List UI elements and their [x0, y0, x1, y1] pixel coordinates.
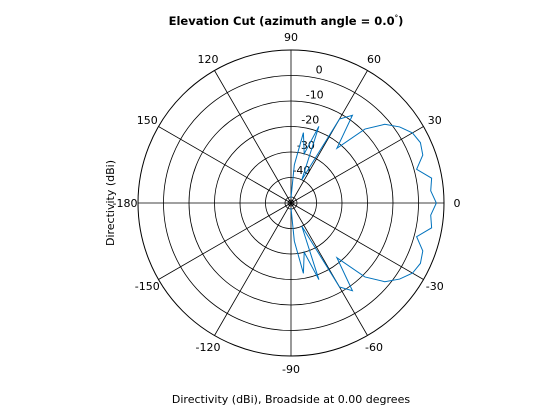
angle-spoke [290, 202, 424, 280]
angle-tick-label: 30 [428, 114, 442, 127]
plot-area [290, 114, 437, 292]
directivity-line [290, 114, 437, 292]
angle-tick-label: 90 [284, 31, 298, 44]
radial-tick-label: -10 [306, 89, 324, 102]
angle-spoke [158, 126, 292, 204]
angle-spoke [158, 202, 292, 280]
angle-spoke [290, 126, 424, 204]
angle-spoke [290, 202, 368, 336]
angle-tick-label: -30 [426, 280, 444, 293]
angle-tick-label: -180 [113, 197, 138, 210]
angle-spoke [290, 70, 368, 204]
angle-tick-label: 120 [198, 53, 219, 66]
angle-tick-label: -90 [282, 363, 300, 376]
angle-tick-label: 60 [367, 53, 381, 66]
tick-labels: 90 60 30 0 -30 -60 -90 -120 -150 -180 150 120 0 -10 -2… [113, 31, 461, 376]
angle-tick-label: 150 [137, 114, 158, 127]
angle-tick-label: -120 [196, 341, 221, 354]
x-axis-label: Directivity (dBi), Broadside at 0.00 deg… [172, 393, 410, 406]
radial-tick-label: -20 [301, 114, 319, 127]
angle-tick-label: 0 [454, 197, 461, 210]
angle-spoke [214, 202, 292, 336]
angle-tick-label: -150 [135, 280, 160, 293]
angle-tick-label: -60 [365, 341, 383, 354]
chart-title: Elevation Cut (azimuth angle = 0.0°) [169, 14, 404, 28]
inner-ring [287, 199, 295, 207]
polar-grid [137, 49, 445, 357]
radial-tick-label: 0 [316, 63, 323, 76]
angle-spoke [214, 70, 292, 204]
y-axis-label: Directivity (dBi) [104, 160, 117, 246]
